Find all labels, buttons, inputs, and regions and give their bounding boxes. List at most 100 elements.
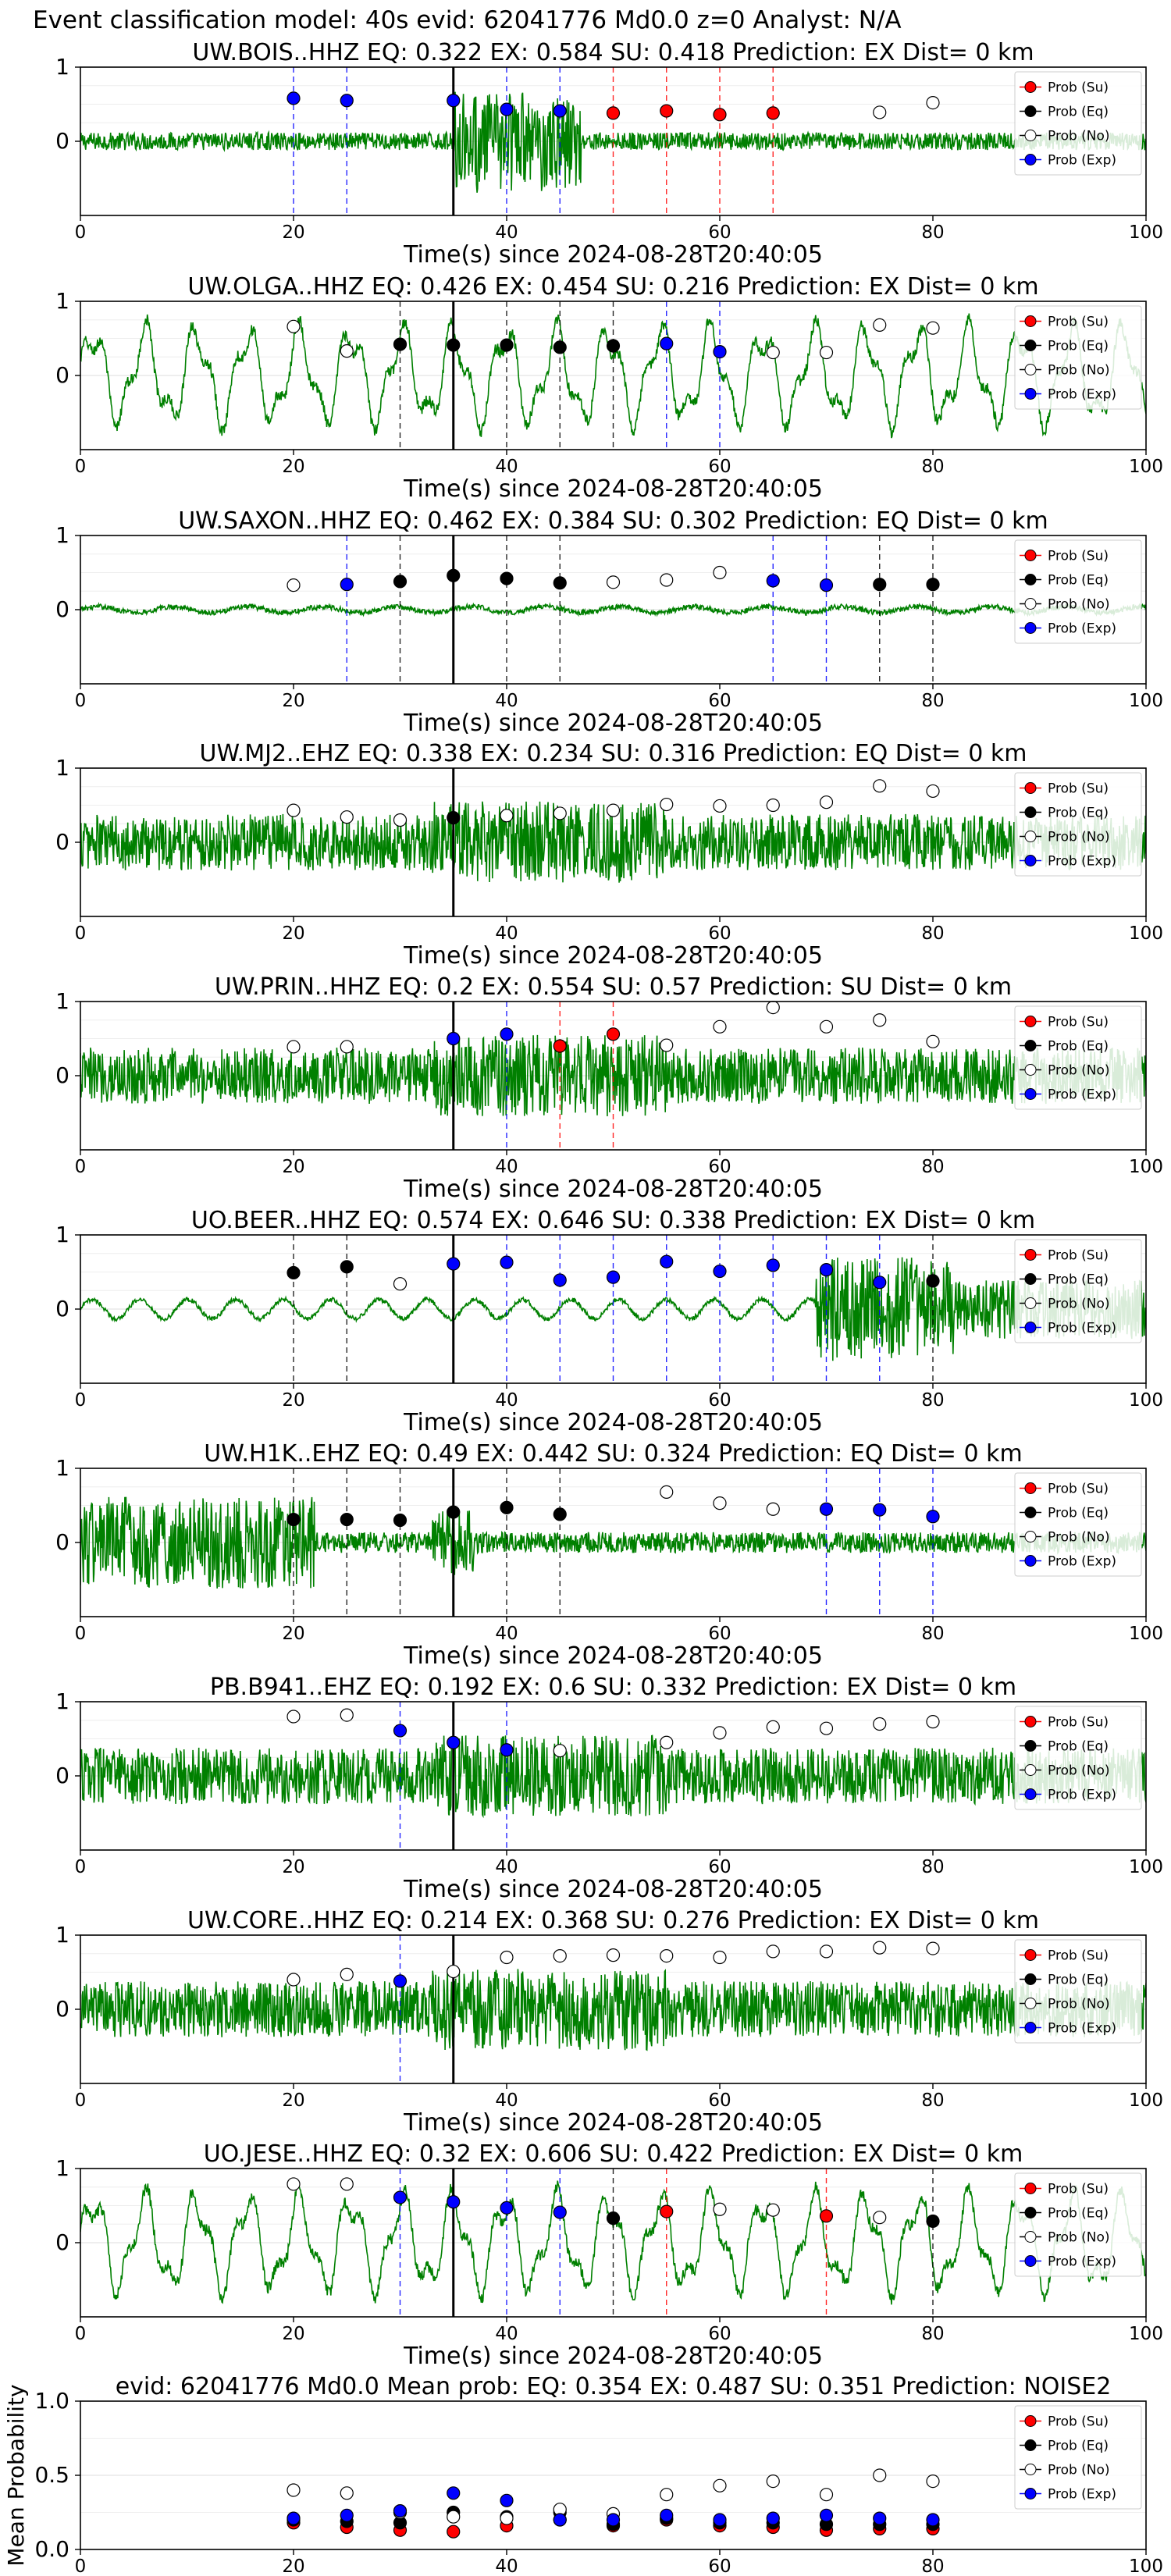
prob-point-no	[819, 1721, 834, 1735]
x-tick-label: 0	[75, 1857, 87, 1877]
x-tick-label: 0	[75, 2324, 87, 2344]
waveform-trace	[80, 1735, 1146, 1819]
mean-point-exp	[287, 2511, 301, 2525]
x-tick-label: 20	[282, 1624, 304, 1644]
y-tick-label: 0	[55, 362, 69, 388]
waveform-trace	[80, 801, 1146, 883]
x-axis-label: Time(s) since 2024-08-28T20:40:05	[403, 1176, 823, 1203]
mean-point-no	[926, 2475, 940, 2489]
legend-label-exp: Prob (Exp)	[1048, 2254, 1116, 2270]
legend-label-eq: Prob (Eq)	[1048, 339, 1109, 354]
legend-label-no: Prob (No)	[1048, 1530, 1110, 1546]
prob-point-exp	[606, 1270, 621, 1284]
prob-point-no	[393, 1277, 408, 1291]
legend-label-no: Prob (No)	[1048, 129, 1110, 144]
prob-point-eq	[340, 1512, 354, 1527]
x-tick-label: 80	[921, 691, 944, 711]
y-tick-label: 1	[55, 1688, 69, 1714]
mean-point-exp	[553, 2513, 567, 2527]
prob-point-no	[713, 565, 727, 580]
prob-point-exp	[500, 102, 514, 116]
prob-point-exp	[340, 578, 354, 592]
legend-marker-su	[1024, 1016, 1037, 1027]
panel-6: UW.H1K..EHZ EQ: 0.49 EX: 0.442 SU: 0.324…	[55, 1440, 1163, 1670]
x-tick-label: 0	[75, 457, 87, 477]
x-tick-label: 60	[708, 1157, 731, 1177]
legend-label-eq: Prob (Eq)	[1048, 806, 1109, 821]
prob-point-eq	[926, 1274, 940, 1288]
legend-marker-exp	[1024, 622, 1037, 634]
prob-point-no	[873, 1717, 887, 1731]
y-tick-label: 1	[55, 2155, 69, 2181]
x-tick-label: 20	[282, 923, 304, 944]
x-tick-label: 100	[1129, 1390, 1163, 1411]
x-axis-label: Time(s) since 2024-08-28T20:40:05	[403, 2343, 823, 2370]
y-axis-label: Mean Probability	[3, 2384, 29, 2566]
prob-point-no	[926, 321, 940, 335]
legend-marker-exp	[1024, 1555, 1037, 1567]
prob-point-exp	[553, 1273, 567, 1287]
prob-point-no	[606, 1948, 621, 1962]
legend-label-eq: Prob (Eq)	[1048, 1272, 1109, 1288]
legend-label-su: Prob (Su)	[1048, 1248, 1109, 1264]
prob-point-no	[713, 1019, 727, 1034]
y-tick-label: 1	[55, 1922, 69, 1948]
x-tick-label: 20	[282, 1390, 304, 1411]
y-tick-label: 0	[55, 128, 69, 154]
x-tick-label: 80	[921, 2324, 944, 2344]
prob-point-exp	[447, 1735, 461, 1749]
prob-point-no	[766, 1000, 780, 1015]
x-axis-label: Time(s) since 2024-08-28T20:40:05	[403, 1876, 823, 1903]
x-tick-label: 40	[495, 2324, 518, 2344]
prob-point-no	[713, 2202, 727, 2216]
mean-point-no	[766, 2475, 780, 2489]
prob-point-no	[500, 809, 514, 823]
mean-point-exp	[873, 2511, 887, 2525]
legend-marker-exp	[1024, 1788, 1037, 1800]
panel-title: UO.JESE..HHZ EQ: 0.32 EX: 0.606 SU: 0.42…	[204, 2140, 1023, 2168]
mean-point-no	[873, 2468, 887, 2482]
prob-point-no	[606, 575, 621, 589]
prob-point-exp	[873, 1503, 887, 1517]
prob-point-no	[766, 345, 780, 360]
prob-point-no	[873, 318, 887, 332]
legend-box-p7	[1014, 1706, 1142, 1810]
legend-label-no: Prob (No)	[1048, 363, 1110, 379]
mean-point-exp	[606, 2513, 621, 2527]
legend-label-su: Prob (Su)	[1048, 549, 1109, 564]
prob-point-no	[926, 96, 940, 110]
x-tick-label: 40	[495, 2556, 518, 2576]
prob-point-exp	[500, 1743, 514, 1757]
legend-label-eq: Prob (Eq)	[1048, 573, 1109, 589]
prob-point-no	[340, 1967, 354, 1981]
prob-point-no	[340, 2177, 354, 2191]
y-tick-label: 0	[55, 1062, 69, 1088]
prob-point-exp	[447, 1031, 461, 1046]
prob-point-su	[819, 2209, 834, 2223]
mean-point-no	[340, 2486, 354, 2500]
prob-point-exp	[500, 2201, 514, 2215]
legend-marker-exp	[1024, 2022, 1037, 2033]
legend-marker-eq	[1024, 1273, 1037, 1285]
legend-marker-exp	[1024, 1322, 1037, 1333]
legend-marker-eq	[1024, 574, 1037, 585]
legend-label-no: Prob (No)	[1048, 1997, 1110, 2012]
x-axis-label: Time(s) since 2024-08-28T20:40:05	[403, 475, 823, 503]
prob-point-exp	[500, 1255, 514, 1269]
x-tick-label: 20	[282, 2090, 304, 2111]
prob-point-eq	[447, 1505, 461, 1519]
mean-point-exp	[766, 2511, 780, 2525]
legend-label-eq: Prob (Eq)	[1048, 2439, 1109, 2454]
x-tick-label: 40	[495, 1624, 518, 1644]
mean-point-exp	[500, 2493, 514, 2507]
prob-point-no	[819, 795, 834, 809]
x-tick-label: 40	[495, 691, 518, 711]
prob-point-no	[873, 1013, 887, 1027]
prob-point-no	[287, 1040, 301, 1054]
legend-marker-exp	[1024, 388, 1037, 400]
panel-title: evid: 62041776 Md0.0 Mean prob: EQ: 0.35…	[116, 2373, 1112, 2400]
mean-point-no	[713, 2478, 727, 2492]
prob-point-eq	[500, 1500, 514, 1514]
y-tick-label: 0	[55, 1296, 69, 1322]
